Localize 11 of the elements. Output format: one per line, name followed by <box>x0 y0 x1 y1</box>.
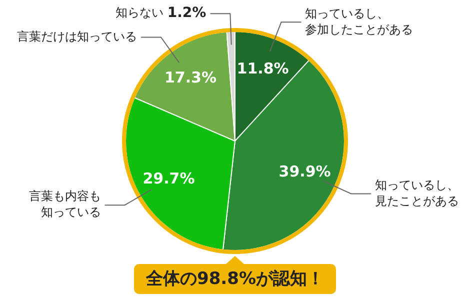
data-label: 29.7% <box>142 169 195 188</box>
slice-label: 言葉も内容も知っている <box>28 189 101 220</box>
data-label: 39.9% <box>278 162 331 181</box>
slice-label: 知っているし、見たことがある <box>375 178 460 208</box>
text: 全体の98.8%が認知！ <box>146 269 324 289</box>
data-label: 11.8% <box>236 59 289 78</box>
slice-label: 知っているし、参加したことがある <box>305 6 414 36</box>
slice-label: 知らない <box>116 6 164 20</box>
slice-label: 言葉だけは知っている <box>16 29 137 44</box>
data-label: 17.3% <box>164 68 217 86</box>
data-label: 1.2% <box>167 5 206 22</box>
